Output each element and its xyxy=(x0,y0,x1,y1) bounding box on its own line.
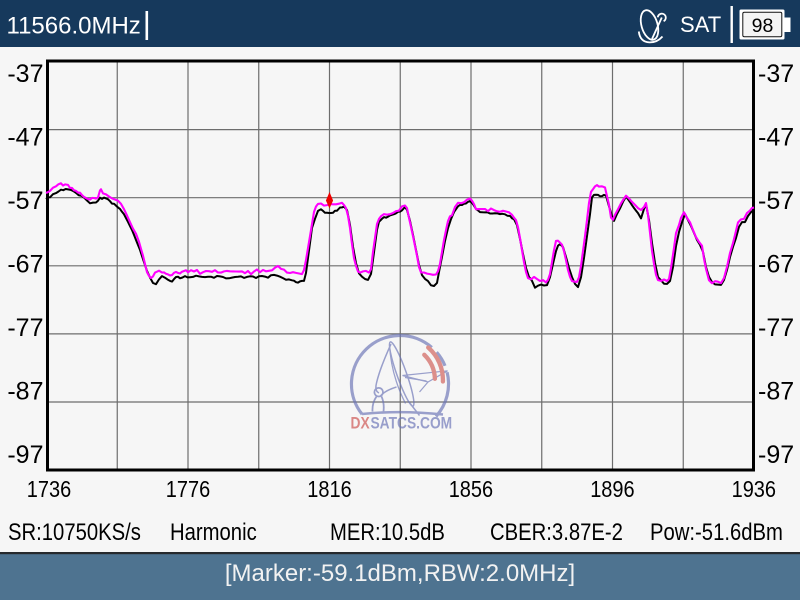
svg-text:[Marker:-59.1dBm,RBW:2.0MHz]: [Marker:-59.1dBm,RBW:2.0MHz] xyxy=(225,560,575,587)
svg-text:-87: -87 xyxy=(758,378,794,406)
svg-text:SATCS.COM: SATCS.COM xyxy=(370,414,452,433)
svg-text:1896: 1896 xyxy=(590,475,634,502)
svg-text:11566.0MHz: 11566.0MHz xyxy=(7,13,141,40)
svg-text:-77: -77 xyxy=(758,314,794,342)
svg-text:-97: -97 xyxy=(758,441,794,469)
svg-text:MER:10.5dB: MER:10.5dB xyxy=(330,518,445,545)
svg-text:Harmonic: Harmonic xyxy=(170,518,257,545)
svg-text:1776: 1776 xyxy=(166,475,210,502)
svg-text:-57: -57 xyxy=(758,187,794,215)
svg-text:1936: 1936 xyxy=(732,475,776,502)
svg-text:-97: -97 xyxy=(7,441,43,469)
svg-text:-37: -37 xyxy=(7,60,43,88)
svg-text:CBER:3.87E-2: CBER:3.87E-2 xyxy=(490,518,623,545)
svg-text:-67: -67 xyxy=(7,251,43,279)
svg-text:1856: 1856 xyxy=(449,475,493,502)
svg-text:-37: -37 xyxy=(758,60,794,88)
svg-text:SAT: SAT xyxy=(680,12,721,37)
svg-text:1816: 1816 xyxy=(307,475,351,502)
svg-text:-47: -47 xyxy=(758,124,794,152)
svg-text:-57: -57 xyxy=(7,187,43,215)
svg-text:-67: -67 xyxy=(758,251,794,279)
svg-text:-77: -77 xyxy=(7,314,43,342)
svg-text:1736: 1736 xyxy=(27,475,71,502)
svg-text:-47: -47 xyxy=(7,124,43,152)
svg-text:Pow:-51.6dBm: Pow:-51.6dBm xyxy=(650,518,783,545)
svg-text:DX: DX xyxy=(351,414,371,433)
svg-text:-87: -87 xyxy=(7,378,43,406)
svg-text:SR:10750KS/s: SR:10750KS/s xyxy=(8,518,141,545)
svg-text:98: 98 xyxy=(752,15,774,37)
